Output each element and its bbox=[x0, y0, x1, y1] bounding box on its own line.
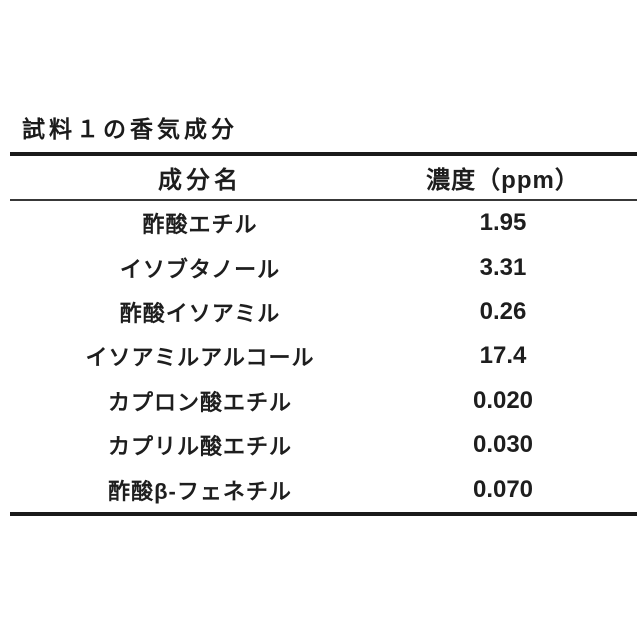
concentration-value-cell: 1.95 bbox=[479, 209, 527, 237]
table-row: 酢酸イソアミル 0.26 bbox=[10, 290, 637, 334]
table-row: 酢酸エチル 1.95 bbox=[10, 201, 637, 245]
concentration-value-cell: 0.030 bbox=[472, 431, 534, 459]
concentration-value-cell: 0.26 bbox=[479, 297, 527, 325]
table-row: カプリル酸エチル 0.030 bbox=[10, 423, 637, 467]
concentration-value-cell: 3.31 bbox=[479, 253, 527, 281]
column-header-concentration-ppm: 濃度（ppm） bbox=[426, 167, 580, 194]
table-row: カプロン酸エチル 0.020 bbox=[10, 379, 637, 423]
column-header-component-name: 成分名 bbox=[158, 167, 242, 194]
concentration-value-cell: 17.4 bbox=[479, 342, 527, 370]
component-name-cell: 酢酸イソアミル bbox=[119, 300, 281, 326]
concentration-value-cell: 0.070 bbox=[472, 475, 534, 503]
table-top-rule bbox=[10, 152, 637, 156]
header-separator-rule bbox=[10, 199, 637, 201]
table-caption: 試料１の香気成分 bbox=[22, 116, 238, 142]
component-name-cell: イソアミルアルコール bbox=[85, 345, 315, 371]
table-row: 酢酸β-フェネチル 0.070 bbox=[10, 467, 637, 511]
component-name-cell: 酢酸エチル bbox=[142, 212, 258, 238]
aroma-components-table: 成分名 濃度（ppm） 酢酸エチル 1.95 イソブタノール 3.31 酢酸イソアミル 0… bbox=[10, 152, 637, 516]
concentration-value-cell: 0.020 bbox=[472, 386, 534, 414]
component-name-cell: カプロン酸エチル bbox=[107, 389, 292, 415]
table-bottom-rule bbox=[10, 511, 637, 516]
component-name-cell: カプリル酸エチル bbox=[107, 434, 292, 460]
component-name-cell: イソブタノール bbox=[119, 256, 281, 282]
table-row: イソブタノール 3.31 bbox=[10, 245, 637, 289]
component-name-cell: 酢酸β-フェネチル bbox=[108, 478, 292, 504]
table-body: 酢酸エチル 1.95 イソブタノール 3.31 酢酸イソアミル 0.26 イソアミルアルコー… bbox=[10, 201, 637, 512]
table-header-row: 成分名 濃度（ppm） bbox=[10, 156, 637, 199]
table-row: イソアミルアルコール 17.4 bbox=[10, 334, 637, 378]
